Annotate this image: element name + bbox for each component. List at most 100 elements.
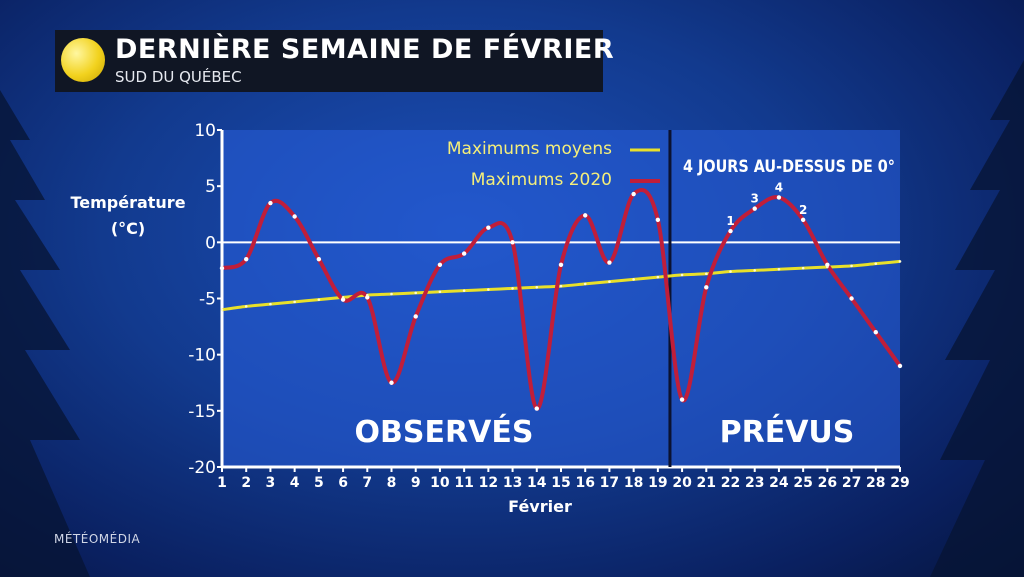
data-point-maximums-moyens bbox=[438, 290, 442, 294]
y-tick-label: -10 bbox=[188, 346, 216, 366]
x-tick-label: 3 bbox=[266, 475, 276, 491]
data-point-maximums-2020 bbox=[510, 240, 515, 245]
y-tick-label: -5 bbox=[199, 290, 216, 310]
data-point-maximums-2020 bbox=[704, 285, 709, 290]
data-point-maximums-moyens bbox=[801, 266, 805, 270]
x-tick-label: 12 bbox=[479, 475, 498, 491]
x-tick-label: 11 bbox=[454, 475, 473, 491]
y-axis-label: Température (°C) bbox=[70, 193, 186, 238]
data-point-maximums-2020 bbox=[486, 225, 491, 230]
x-tick-label: 9 bbox=[411, 475, 421, 491]
data-point-maximums-2020 bbox=[849, 296, 854, 301]
x-tick-label: 1 bbox=[217, 475, 227, 491]
data-point-maximums-2020 bbox=[825, 262, 830, 267]
x-tick-label: 2 bbox=[241, 475, 251, 491]
data-point-maximums-2020 bbox=[776, 195, 782, 200]
x-tick-label: 21 bbox=[697, 475, 716, 491]
chart-title: DERNIÈRE SEMAINE DE FÉVRIER bbox=[115, 34, 615, 65]
x-tick-label: 10 bbox=[430, 475, 450, 491]
data-point-maximums-moyens bbox=[462, 289, 466, 292]
data-point-maximums-2020 bbox=[679, 397, 685, 402]
brand-watermark: MÉTÉOMÉDIA bbox=[54, 532, 141, 546]
data-point-maximums-2020 bbox=[316, 256, 322, 262]
x-tick-label: 5 bbox=[314, 475, 324, 491]
y-tick-label: -15 bbox=[188, 402, 216, 422]
x-tick-label: 4 bbox=[290, 475, 300, 491]
data-point-maximums-2020 bbox=[292, 214, 297, 219]
y-tick-label: -20 bbox=[188, 458, 216, 478]
data-point-maximums-2020 bbox=[219, 265, 225, 271]
above-zero-day-label: 2 bbox=[799, 203, 807, 217]
data-point-maximums-moyens bbox=[365, 293, 369, 297]
legend-label-maximums-2020: Maximums 2020 bbox=[471, 170, 612, 190]
data-point-maximums-2020 bbox=[607, 260, 612, 265]
x-tick-label: 20 bbox=[672, 475, 692, 491]
data-point-maximums-2020 bbox=[873, 330, 878, 335]
data-point-maximums-moyens bbox=[414, 291, 418, 295]
x-tick-label: 26 bbox=[818, 475, 837, 491]
title-banner: DERNIÈRE SEMAINE DE FÉVRIER SUD DU QUÉBE… bbox=[55, 30, 614, 92]
data-point-maximums-2020 bbox=[897, 363, 903, 369]
x-tick-label: 27 bbox=[842, 475, 861, 491]
data-point-maximums-2020 bbox=[389, 380, 394, 385]
above-zero-annotation: 4 JOURS AU-DESSUS DE 0° bbox=[683, 157, 895, 177]
data-point-maximums-2020 bbox=[534, 406, 539, 411]
y-tick-label: 0 bbox=[205, 233, 216, 253]
above-zero-day-label: 4 bbox=[775, 180, 783, 194]
data-point-maximums-moyens bbox=[704, 272, 708, 276]
x-tick-label: 25 bbox=[793, 475, 812, 491]
data-point-maximums-2020 bbox=[437, 262, 443, 267]
chart-subtitle: SUD DU QUÉBEC bbox=[115, 68, 242, 86]
x-tick-label: 19 bbox=[648, 475, 667, 491]
x-tick-label: 22 bbox=[721, 475, 740, 491]
data-point-maximums-moyens bbox=[293, 300, 296, 304]
data-point-maximums-2020 bbox=[631, 191, 636, 197]
x-axis-label: Février bbox=[508, 497, 572, 516]
data-point-maximums-moyens bbox=[874, 262, 878, 265]
data-point-maximums-moyens bbox=[220, 308, 224, 312]
data-point-maximums-2020 bbox=[244, 256, 249, 262]
data-point-maximums-moyens bbox=[487, 288, 490, 291]
data-point-maximums-moyens bbox=[244, 305, 248, 308]
data-point-maximums-moyens bbox=[729, 270, 732, 273]
section-label-observes: OBSERVÉS bbox=[355, 414, 534, 450]
data-point-maximums-moyens bbox=[317, 298, 321, 301]
x-tick-label: 28 bbox=[866, 475, 885, 491]
data-point-maximums-moyens bbox=[511, 287, 514, 290]
x-tick-label: 14 bbox=[527, 475, 547, 491]
data-point-maximums-2020 bbox=[268, 200, 273, 206]
x-tick-label: 13 bbox=[503, 475, 522, 491]
data-point-maximums-2020 bbox=[413, 314, 418, 319]
section-label-prevus: PRÉVUS bbox=[720, 414, 855, 450]
x-tick-label: 6 bbox=[338, 475, 348, 491]
data-point-maximums-moyens bbox=[632, 278, 635, 281]
data-point-maximums-moyens bbox=[850, 264, 853, 268]
x-tick-label: 7 bbox=[362, 475, 372, 491]
x-tick-label: 29 bbox=[890, 475, 909, 491]
data-point-maximums-moyens bbox=[559, 284, 563, 288]
data-point-maximums-moyens bbox=[680, 273, 684, 277]
above-zero-day-label: 1 bbox=[726, 214, 734, 228]
data-point-maximums-2020 bbox=[655, 217, 661, 223]
data-point-maximums-2020 bbox=[558, 262, 564, 267]
x-tick-label: 23 bbox=[745, 475, 764, 491]
data-point-maximums-moyens bbox=[535, 285, 539, 289]
x-tick-label: 16 bbox=[575, 475, 594, 491]
data-point-maximums-moyens bbox=[608, 280, 611, 283]
data-point-maximums-moyens bbox=[777, 267, 781, 271]
y-tick-label: 10 bbox=[194, 121, 216, 141]
x-tick-label: 24 bbox=[769, 475, 789, 491]
meteomedia-globe-icon bbox=[61, 38, 105, 82]
above-zero-day-label: 3 bbox=[751, 192, 759, 206]
data-point-maximums-2020 bbox=[583, 213, 588, 218]
data-point-maximums-2020 bbox=[340, 297, 346, 302]
data-point-maximums-moyens bbox=[390, 292, 393, 296]
data-point-maximums-2020 bbox=[365, 295, 370, 300]
data-point-maximums-moyens bbox=[753, 269, 757, 272]
data-point-maximums-moyens bbox=[341, 296, 345, 299]
x-tick-label: 17 bbox=[600, 475, 619, 491]
x-tick-label: 18 bbox=[624, 475, 643, 491]
data-point-maximums-2020 bbox=[752, 206, 757, 211]
